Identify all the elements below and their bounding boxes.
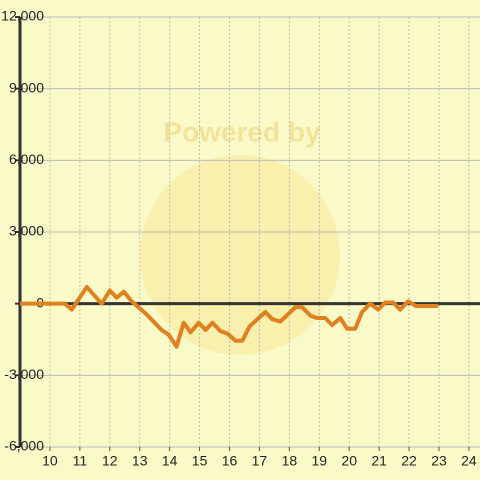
x-tick-label: 23 — [431, 453, 447, 469]
y-tick-label: -3,000 — [4, 366, 44, 382]
x-tick-label: 24 — [461, 453, 477, 469]
watermark: Powered by — [163, 116, 321, 147]
y-tick-label: 6,000 — [9, 151, 44, 167]
x-tick-label: 10 — [42, 453, 58, 469]
x-tick-label: 15 — [192, 453, 208, 469]
x-tick-label: 11 — [73, 453, 88, 469]
y-tick-label: 12,000 — [1, 8, 44, 24]
y-tick-label: 3,000 — [9, 223, 44, 239]
data-line — [20, 284, 439, 349]
x-tick-label: 16 — [222, 453, 238, 469]
x-tick-label: 19 — [311, 453, 327, 469]
x-tick-label: 21 — [371, 453, 387, 469]
x-tick-label: 18 — [282, 453, 298, 469]
x-tick-label: 12 — [102, 453, 118, 469]
y-tick-label: -6,000 — [4, 438, 44, 454]
x-tick-label: 14 — [162, 453, 178, 469]
x-tick-label: 22 — [401, 453, 417, 469]
x-tick-label: 17 — [252, 453, 268, 469]
x-tick-label: 20 — [341, 453, 357, 469]
y-tick-label: 9,000 — [9, 79, 44, 95]
x-tick-label: 13 — [132, 453, 148, 469]
